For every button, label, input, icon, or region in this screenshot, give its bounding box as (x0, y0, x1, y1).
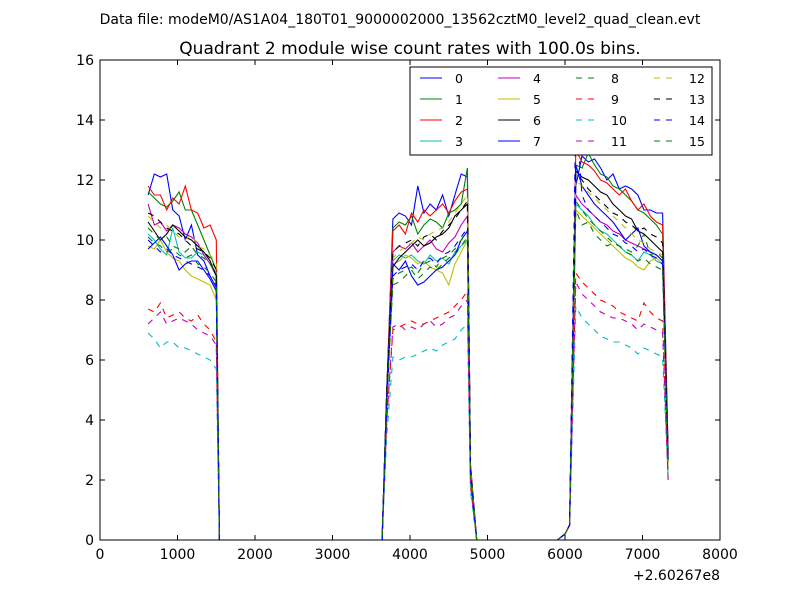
series-line-11 (147, 281, 669, 540)
legend-label-0: 0 (455, 71, 463, 86)
legend-label-14: 14 (689, 113, 705, 128)
legend-label-5: 5 (533, 92, 541, 107)
series-line-14 (147, 110, 669, 540)
y-tick-label: 16 (76, 53, 94, 69)
series-line-0 (147, 154, 669, 540)
legend-label-15: 15 (689, 134, 705, 149)
series-line-5 (147, 208, 669, 540)
series-line-3 (147, 202, 669, 540)
y-tick-label: 14 (76, 113, 94, 129)
x-tick-label: 3000 (315, 547, 351, 563)
x-tick-label: 1000 (160, 547, 196, 563)
suptitle: Data file: modeM0/AS1A04_180T01_90000020… (100, 12, 701, 28)
y-tick-label: 12 (76, 173, 94, 189)
x-tick-label: 5000 (470, 547, 506, 563)
series-line-8 (147, 209, 669, 540)
legend-label-3: 3 (455, 134, 463, 149)
chart-title: Quadrant 2 module wise count rates with … (179, 39, 640, 59)
x-tick-label: 6000 (547, 547, 583, 563)
series-line-12 (147, 178, 669, 540)
x-axis: 0 1000 2000 3000 4000 5000 6000 7000 8000 (96, 60, 738, 563)
series-line-10 (147, 305, 669, 540)
series-line-4 (147, 193, 669, 540)
y-tick-label: 0 (85, 533, 94, 549)
y-tick-label: 2 (85, 473, 94, 489)
series-line-15 (147, 199, 669, 540)
series-line-13 (147, 172, 669, 540)
legend-label-2: 2 (455, 113, 463, 128)
x-tick-label: 0 (96, 547, 105, 563)
x-tick-label: 8000 (702, 547, 738, 563)
legend-label-7: 7 (533, 134, 541, 149)
series-line-6 (147, 169, 669, 540)
series-line-1 (147, 151, 669, 540)
x-offset-label: +2.60267e8 (633, 568, 720, 584)
legend-label-8: 8 (611, 71, 619, 86)
y-tick-label: 8 (85, 293, 94, 309)
x-tick-label: 7000 (625, 547, 661, 563)
legend-label-12: 12 (689, 71, 705, 86)
legend-box (409, 66, 713, 156)
series-group (147, 110, 669, 540)
series-line-7 (147, 164, 669, 540)
legend-label-11: 11 (611, 134, 627, 149)
y-tick-label: 4 (85, 413, 94, 429)
legend-label-9: 9 (611, 92, 619, 107)
legend-label-10: 10 (611, 113, 627, 128)
y-tick-label: 6 (85, 353, 94, 369)
series-line-9 (147, 271, 669, 540)
x-tick-label: 2000 (237, 547, 273, 563)
series-line-2 (147, 149, 669, 540)
legend-label-4: 4 (533, 71, 541, 86)
x-tick-label: 4000 (392, 547, 428, 563)
y-tick-label: 10 (76, 233, 94, 249)
legend-label-1: 1 (455, 92, 463, 107)
legend-label-13: 13 (689, 92, 705, 107)
legend-label-6: 6 (533, 113, 541, 128)
